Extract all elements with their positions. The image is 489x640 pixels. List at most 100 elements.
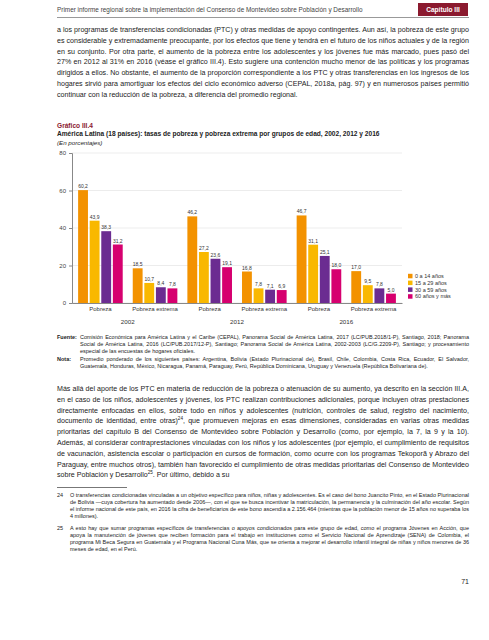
bar	[78, 190, 88, 303]
grid-line	[72, 190, 402, 191]
data-labels: 60,218,546,216,846,717,043,910,727,27,83…	[78, 183, 394, 293]
bar	[133, 268, 143, 303]
bar	[187, 216, 197, 303]
legend-item: 60 años y más	[408, 293, 451, 299]
x-tick: Pobreza	[308, 303, 331, 312]
bar	[277, 290, 287, 303]
x-tick: Pobreza extrema	[241, 303, 287, 312]
bar	[101, 231, 111, 303]
bar	[113, 245, 123, 304]
paragraph: Más allá del aporte de los PTC en materi…	[57, 384, 469, 481]
legend-label: 30 a 59 años	[415, 287, 447, 293]
bar	[320, 256, 330, 303]
y-tick-label: 40	[59, 225, 66, 231]
footnote-text: A esto hay que sumar programas específic…	[70, 525, 469, 553]
footnote-ref: 24	[178, 416, 183, 421]
chapter-tag: Capítulo III	[418, 3, 468, 16]
legend-swatch	[408, 287, 413, 292]
legend-swatch	[408, 294, 413, 299]
y-tick: 0	[63, 300, 72, 306]
data-label: 43,9	[90, 214, 100, 220]
data-label: 60,2	[78, 183, 88, 189]
x-tick-label: Pobreza extrema	[241, 306, 287, 312]
legend-swatch	[408, 274, 413, 279]
bar	[297, 215, 307, 303]
x-tick-label: Pobreza	[308, 306, 331, 312]
bar	[351, 271, 361, 303]
paragraph: a los programas de transferencias condic…	[57, 25, 469, 101]
y-tick: 20	[59, 263, 72, 269]
paragraph-text: . Por último, debido a su	[153, 471, 230, 479]
footnote-text: O transferencias condicionadas vinculada…	[70, 492, 469, 520]
data-label: 6,9	[278, 283, 285, 289]
legend: 0 a 14 años15 a 29 años30 a 59 años60 añ…	[408, 273, 451, 299]
footnote-rule	[57, 487, 127, 488]
data-label: 46,7	[297, 208, 307, 214]
y-tick-mark	[69, 266, 72, 267]
y-axis: 0 20 40 60 80	[59, 150, 72, 306]
paragraph-text: , que promueven mejoras en esas dimensio…	[57, 417, 469, 479]
group-label: 2012	[230, 318, 244, 325]
x-tick: Pobreza	[199, 303, 222, 312]
x-tick: Pobreza extrema	[132, 303, 178, 312]
paragraph-text: a los programas de transferencias condic…	[57, 26, 469, 99]
x-axis: Pobreza Pobreza extrema Pobreza Pobreza ext…	[73, 303, 403, 312]
figure-label: Gráfico III.4	[57, 122, 93, 129]
y-tick-mark	[69, 191, 72, 192]
page-number: 71	[440, 578, 469, 585]
data-label: 46,2	[187, 209, 197, 215]
y-tick-label: 80	[59, 150, 66, 156]
data-label: 7,1	[267, 283, 274, 289]
bar	[331, 269, 341, 303]
bar	[374, 288, 384, 303]
data-label: 31,2	[113, 238, 123, 244]
x-tick-label: Pobreza	[89, 306, 112, 312]
x-tick-label: Pobreza extrema	[351, 306, 397, 312]
footnote-number: 25	[57, 525, 63, 532]
grid-line	[72, 228, 402, 229]
y-axis-line	[69, 154, 73, 304]
legend-item: 0 a 14 años	[408, 273, 444, 279]
data-label: 18,5	[133, 261, 143, 267]
legend-label: 0 a 14 años	[415, 273, 444, 279]
data-label: 38,3	[101, 224, 111, 230]
bar	[242, 272, 252, 304]
data-label: 31,1	[308, 238, 318, 244]
legend-item: 30 a 59 años	[408, 287, 447, 293]
figure-title: América Latina (18 países): tasas de pob…	[57, 130, 380, 137]
bar	[254, 288, 264, 303]
data-label: 7,8	[169, 281, 176, 287]
data-label: 17,0	[351, 264, 361, 270]
bar	[363, 285, 373, 303]
source-label: Fuente:	[57, 334, 77, 341]
bar	[168, 288, 178, 303]
data-label: 18,0	[331, 262, 341, 268]
legend-item: 15 a 29 años	[408, 280, 447, 286]
bar	[199, 252, 209, 303]
y-tick-mark	[69, 303, 72, 304]
legend-swatch	[408, 281, 413, 286]
header-title: Primer informe regional sobre la impleme…	[57, 6, 363, 13]
grid-line	[72, 153, 402, 154]
data-label: 5,0	[387, 287, 394, 293]
header-rule	[57, 17, 469, 18]
data-label: 7,8	[255, 281, 262, 287]
x-tick: Pobreza	[89, 303, 112, 312]
data-label: 16,8	[242, 265, 252, 271]
chart: 020406080PobrezaPobreza extremaPobrezaPo…	[40, 147, 480, 331]
data-label: 27,2	[199, 245, 209, 251]
bar	[308, 245, 318, 303]
legend-label: 15 a 29 años	[415, 280, 447, 286]
bar	[156, 287, 166, 303]
y-tick: 60	[59, 188, 72, 194]
source-text: Promedio ponderado de los siguientes paí…	[80, 356, 469, 370]
bar	[222, 267, 232, 303]
legend-label: 60 años y más	[415, 293, 451, 299]
figure-subtitle: (En porcentajes)	[57, 139, 102, 146]
bar	[144, 283, 154, 303]
bars	[78, 190, 396, 303]
y-tick-mark	[69, 153, 72, 154]
x-tick-label: Pobreza	[199, 306, 222, 312]
footnote-number: 24	[57, 492, 63, 499]
x-axis-line	[73, 303, 403, 304]
